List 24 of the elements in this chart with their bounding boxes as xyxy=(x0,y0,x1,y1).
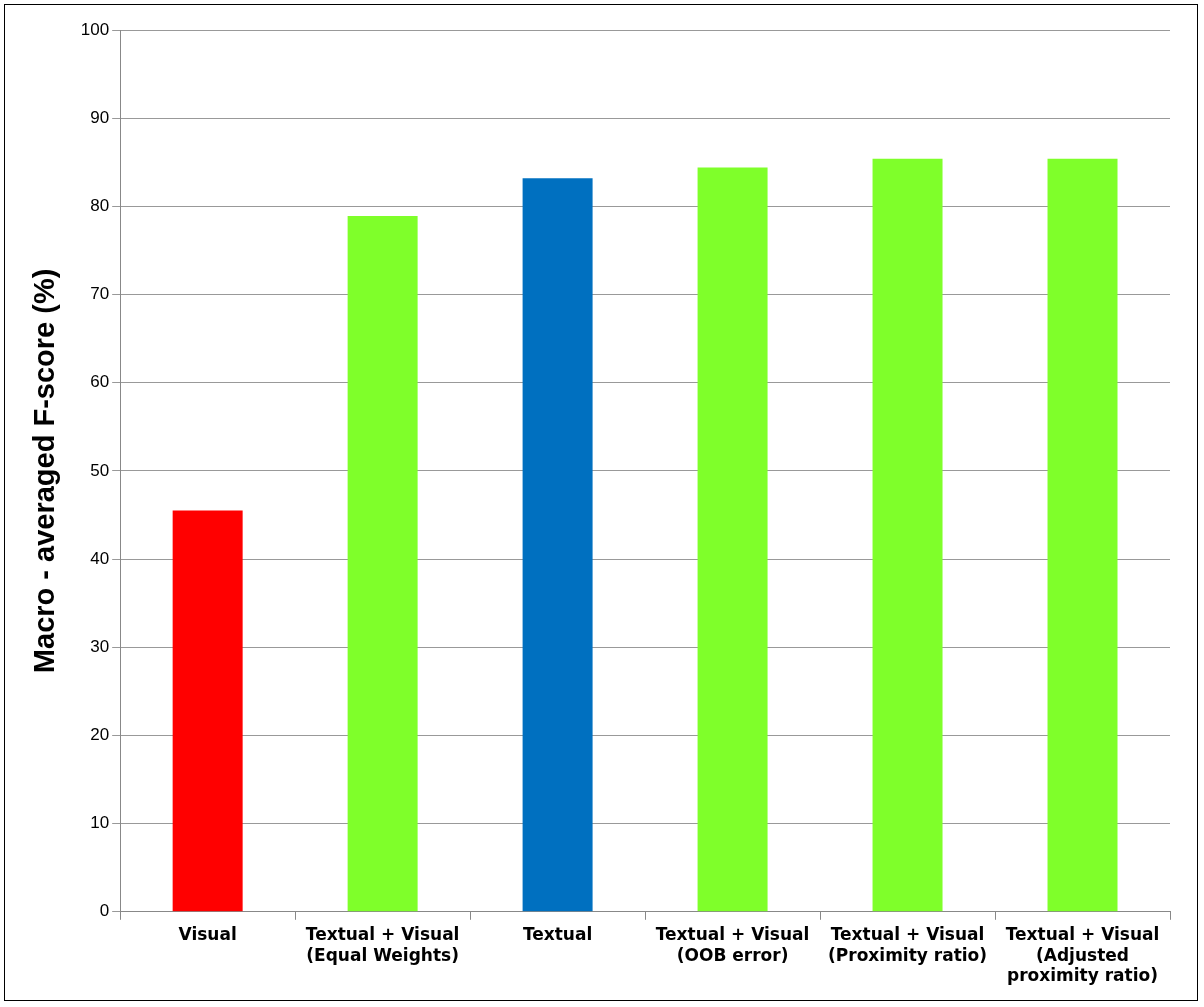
y-tick-label: 80 xyxy=(90,196,110,216)
bar xyxy=(872,158,943,912)
x-tick-label: Textual + Visual (Adjusted proximity ratio) xyxy=(1005,924,1160,986)
bar xyxy=(347,216,418,912)
x-tick-label: Textual + Visual (Proximity ratio) xyxy=(828,924,988,965)
y-tick-label: 10 xyxy=(90,813,110,833)
bar xyxy=(172,510,243,912)
y-tick-label: 0 xyxy=(99,901,110,921)
y-axis-title: Macro - averaged F-score (%) xyxy=(28,268,61,674)
y-tick-label: 100 xyxy=(80,19,110,39)
bar xyxy=(697,167,768,912)
y-tick-label: 90 xyxy=(90,107,110,127)
y-tick-label: 50 xyxy=(90,460,110,480)
x-tick-label: Visual xyxy=(178,924,237,945)
y-tick-label: 20 xyxy=(90,725,110,745)
x-tick-label: Textual + Visual (OOB error) xyxy=(655,924,810,965)
x-tick-label: Textual + Visual (Equal Weights) xyxy=(305,924,460,965)
y-tick-label: 40 xyxy=(90,548,110,568)
bar xyxy=(522,178,593,912)
bar xyxy=(1047,158,1118,912)
y-tick-label: 70 xyxy=(90,284,110,304)
y-tick-label: 30 xyxy=(90,636,110,656)
x-tick-label: Textual xyxy=(522,924,593,945)
y-tick-label: 60 xyxy=(90,372,110,392)
